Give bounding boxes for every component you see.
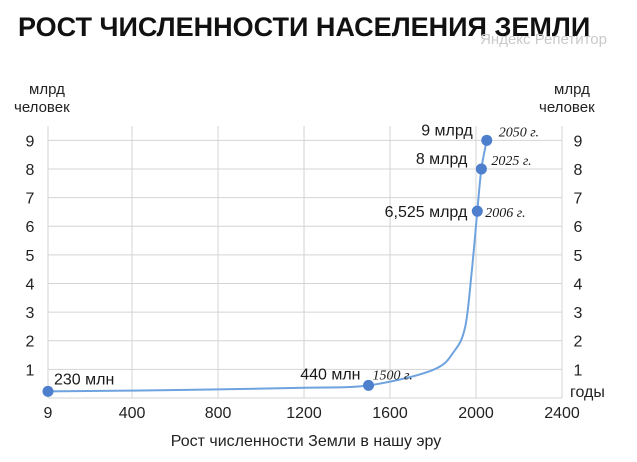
y-tick-label-left: 1 — [26, 362, 35, 379]
x-tick-label: 9 — [44, 405, 53, 422]
point-value-label: 440 млн — [300, 366, 360, 383]
point-year-label: 2025 г. — [491, 154, 531, 169]
x-tick-label: 2000 — [458, 405, 494, 422]
data-point — [471, 205, 483, 217]
y-tick-label-left: 4 — [26, 276, 35, 293]
point-year-label: 2006 г. — [485, 206, 525, 221]
left-unit-label: млрд человек — [14, 81, 70, 116]
y-tick-label-right: 1 — [574, 362, 583, 379]
left-unit-line-1: млрд — [29, 81, 65, 98]
watermark: Яндекс Репетитор — [480, 31, 607, 48]
point-year-label: 1500 г. — [373, 368, 413, 383]
right-unit-line-2: человек — [539, 99, 595, 116]
x-tick-label: 2400 — [544, 405, 580, 422]
data-points — [42, 134, 493, 397]
y-axis-right: 1 2 3 4 5 6 7 8 9 — [574, 133, 583, 379]
left-unit-line-2: человек — [14, 99, 70, 116]
point-value-label: 6,525 млрд — [385, 204, 468, 221]
y-tick-label-left: 7 — [26, 191, 35, 208]
x-tick-label: 1600 — [372, 405, 408, 422]
y-tick-label-left: 8 — [26, 162, 35, 179]
y-tick-label-left: 5 — [26, 248, 35, 265]
data-point — [475, 163, 487, 175]
annotations: 230 млн 440 млн 1500 г. 6,525 млрд 2006 г. 8 … — [54, 122, 539, 388]
population-curve — [47, 140, 488, 393]
y-tick-label-right: 5 — [574, 248, 583, 265]
x-tick-label: 1200 — [286, 405, 322, 422]
y-tick-label-right: 6 — [574, 219, 583, 236]
right-unit-line-1: млрд — [554, 81, 590, 98]
x-unit-label: годы — [570, 384, 605, 401]
y-axis-left: 1 2 3 4 5 6 7 8 9 — [26, 133, 35, 379]
data-point — [42, 385, 54, 397]
data-point — [363, 379, 375, 391]
y-tick-label-right: 8 — [574, 162, 583, 179]
x-axis: 9 400 800 1200 1600 2000 2400 — [44, 405, 580, 422]
right-unit-label: млрд человек — [539, 81, 595, 116]
point-value-label: 230 млн — [54, 371, 114, 388]
y-tick-label-right: 4 — [574, 276, 583, 293]
y-tick-label-left: 9 — [26, 133, 35, 150]
chart-title: РОСТ ЧИСЛЕННОСТИ НАСЕЛЕНИЯ ЗЕМЛИ — [18, 12, 590, 42]
point-value-label: 9 млрд — [421, 122, 473, 139]
grid — [47, 126, 563, 399]
y-tick-label-left: 3 — [26, 305, 35, 322]
y-tick-label-left: 2 — [26, 334, 35, 351]
point-value-label: 8 млрд — [416, 151, 468, 168]
x-axis-title: Рост численности Земли в нашу эру — [171, 433, 442, 450]
y-tick-label-right: 7 — [574, 191, 583, 208]
y-tick-label-right: 9 — [574, 133, 583, 150]
y-tick-label-left: 6 — [26, 219, 35, 236]
data-point — [481, 134, 493, 146]
x-tick-label: 800 — [205, 405, 232, 422]
y-tick-label-right: 3 — [574, 305, 583, 322]
point-year-label: 2050 г. — [499, 125, 539, 140]
x-tick-label: 400 — [119, 405, 146, 422]
y-tick-label-right: 2 — [574, 334, 583, 351]
